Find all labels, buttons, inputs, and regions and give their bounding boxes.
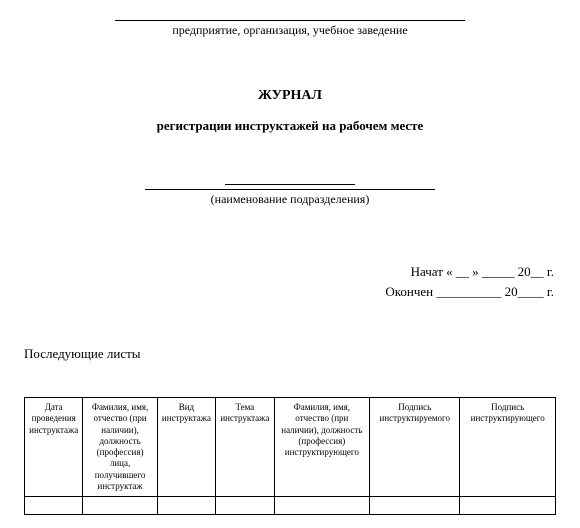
cell [460,497,556,515]
date-started: Начат « __ » _____ 20__ г. [24,262,554,282]
division-fill-lines [24,184,556,190]
col-date: Дата проведения инструктажа [25,398,83,497]
division-line-long [145,189,435,190]
col-trainee-sign: Подпись инструктируемого [370,398,460,497]
title-block: ЖУРНАЛ регистрации инструктажей на рабоч… [24,88,556,134]
cell [216,497,274,515]
journal-title: ЖУРНАЛ [24,88,556,104]
date-block: Начат « __ » _____ 20__ г. Окончен _____… [24,262,556,301]
date-ended: Окончен __________ 20____ г. [24,282,554,302]
col-trainee: Фамилия, имя, отчество (при наличии), до… [83,398,157,497]
cell [274,497,370,515]
cell [25,497,83,515]
division-caption: (наименование подразделения) [24,192,556,207]
cell [157,497,215,515]
cell [370,497,460,515]
org-caption: предприятие, организация, учебное заведе… [24,23,556,38]
col-topic: Тема инструктажа [216,398,274,497]
division-line-short [225,184,355,185]
section-label: Последующие листы [24,346,556,362]
col-type: Вид инструктажа [157,398,215,497]
col-instructor-sign: Подпись инструктирующего [460,398,556,497]
table-header-row: Дата проведения инструктажа Фамилия, имя… [25,398,556,497]
org-fill-line [115,20,465,21]
journal-subtitle: регистрации инструктажей на рабочем мест… [24,118,556,134]
table-row [25,497,556,515]
col-instructor: Фамилия, имя, отчество (при наличии), до… [274,398,370,497]
cell [83,497,157,515]
instruction-log-table: Дата проведения инструктажа Фамилия, имя… [24,397,556,515]
